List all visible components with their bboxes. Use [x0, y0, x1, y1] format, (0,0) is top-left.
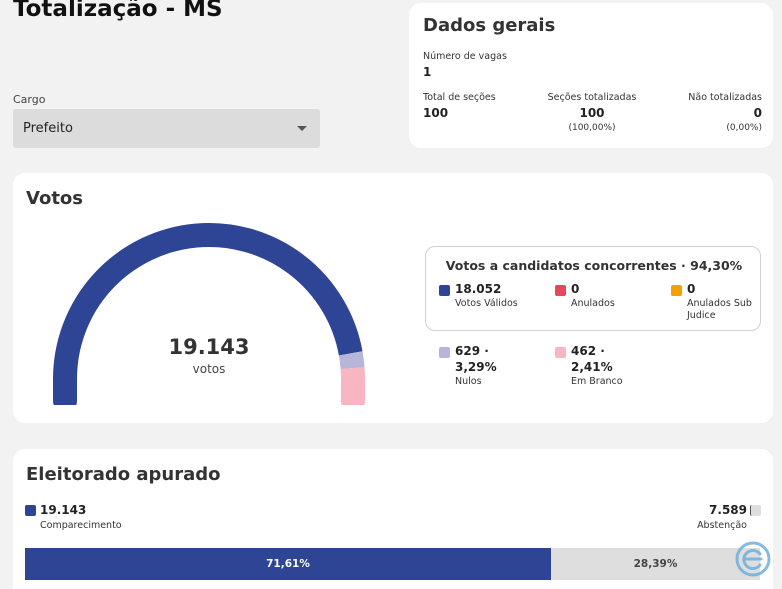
votos-legend-title: Votos a candidatos concorrentes · 94,30%: [445, 258, 743, 273]
gauge-arc-validos: [53, 223, 363, 401]
brancos-pct: 2,41%: [571, 360, 613, 374]
secoes-totalizadas-pct: (100,00%): [568, 123, 616, 133]
comparecimento-swatch: [25, 505, 36, 516]
secoes-totalizadas-label: Seções totalizadas: [547, 92, 637, 103]
comparecimento-label: Comparecimento: [40, 520, 122, 531]
comparecimento-value: 19.143: [40, 503, 87, 517]
nulos-label: Nulos: [455, 376, 482, 387]
votos-title: Votos: [26, 188, 83, 209]
vagas-value: 1: [423, 65, 432, 79]
brancos-value: 462 ·: [571, 344, 605, 358]
abstencao-bar: 28,39%: [551, 548, 760, 580]
vagas-label: Número de vagas: [423, 51, 507, 62]
caret-down-icon: [297, 126, 307, 131]
validos-label: Votos Válidos: [455, 298, 518, 309]
anulados-value: 0: [571, 282, 580, 296]
abstencao-pct: 28,39%: [633, 558, 678, 570]
comparecimento-bar: 71,61%: [25, 548, 551, 580]
eleitorado-title: Eleitorado apurado: [26, 464, 221, 485]
votos-total-unit: votos: [192, 362, 226, 376]
validos-swatch: [439, 285, 450, 296]
brancos-label: Em Branco: [571, 376, 623, 387]
abstencao-label: Abstenção: [697, 520, 747, 531]
gauge-arc-nulos: [338, 351, 365, 370]
nulos-value: 629 ·: [455, 344, 489, 358]
gauge-cap-start: [53, 389, 77, 405]
nao-totalizadas-value: 0: [753, 106, 762, 120]
total-secoes-value: 100: [423, 106, 449, 120]
anulados-label: Anulados: [571, 298, 615, 309]
sub-judice-value: 0: [687, 282, 696, 296]
validos-value: 18.052: [455, 282, 502, 296]
votos-total: 19.143: [168, 335, 250, 359]
nulos-pct: 3,29%: [455, 360, 497, 374]
anulados-swatch: [555, 285, 566, 296]
votos-card: Votos 19.143 votos Votos a candidatos co…: [13, 173, 773, 423]
sub-judice-swatch: [671, 285, 682, 296]
page-title: Totalização - MS: [13, 0, 223, 22]
total-secoes-label: Total de seções: [423, 92, 496, 103]
dados-gerais-card: Dados gerais Número de vagas 1 Total de …: [409, 3, 773, 148]
abstencao-swatch: [750, 505, 761, 516]
dados-gerais-title: Dados gerais: [423, 15, 556, 36]
cargo-select-value: Prefeito: [23, 121, 73, 136]
votos-gauge: [53, 223, 365, 405]
comparecimento-pct: 71,61%: [266, 558, 310, 570]
cargo-select[interactable]: Prefeito: [13, 109, 320, 148]
votos-legend-box: Votos a candidatos concorrentes · 94,30%…: [425, 246, 761, 331]
eleitorado-card: Eleitorado apurado 19.143 Comparecimento…: [13, 449, 773, 589]
gauge-cap-end: [341, 389, 365, 405]
secoes-totalizadas-value: 100: [579, 106, 605, 120]
sub-judice-label: Anulados Sub Judice: [687, 298, 752, 321]
nulos-swatch: [439, 347, 450, 358]
nao-totalizadas-pct: (0,00%): [726, 123, 762, 133]
brancos-swatch: [555, 347, 566, 358]
abstencao-value: 7.589: [709, 503, 747, 517]
nao-totalizadas-label: Não totalizadas: [688, 92, 762, 103]
cargo-label: Cargo: [13, 93, 46, 106]
e-logo-icon: [735, 541, 771, 577]
